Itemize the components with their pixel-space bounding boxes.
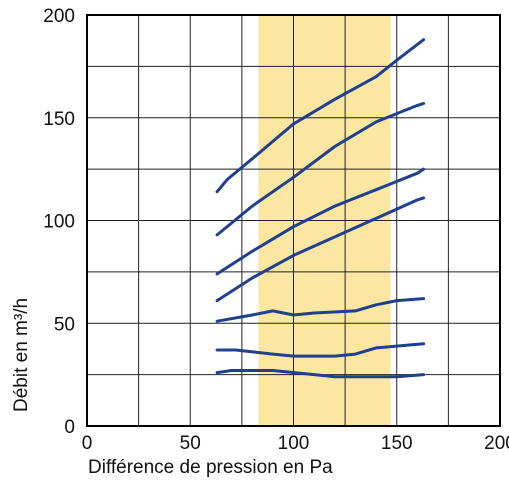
y-tick-label: 200 [43,6,75,27]
x-tick-label: 150 [381,433,413,454]
plot-frame [86,14,501,427]
y-axis-label: Débit en m³/h [11,298,32,412]
x-tick-label: 0 [82,433,93,454]
series-line-6 [215,342,426,358]
series-line-7 [215,369,426,379]
y-axis-ticks: 0 50 100 150 200 [43,6,75,438]
x-axis-label: Différence de pression en Pa [88,457,333,478]
y-tick-label: 150 [43,109,75,130]
y-tick-label: 0 [64,417,75,438]
x-tick-label: 50 [180,433,201,454]
series-line-3 [215,167,426,276]
x-axis-ticks: 0 50 100 150 200 [82,433,509,454]
series-line-1 [215,38,426,194]
y-tick-label: 50 [54,314,75,335]
series-line-5 [215,297,426,323]
y-tick-label: 100 [43,212,75,233]
x-tick-label: 100 [278,433,310,454]
series-lines [215,38,426,379]
x-tick-label: 200 [484,433,509,454]
series-line-4 [215,196,426,303]
grid [87,15,500,426]
series-line-2 [215,101,426,237]
